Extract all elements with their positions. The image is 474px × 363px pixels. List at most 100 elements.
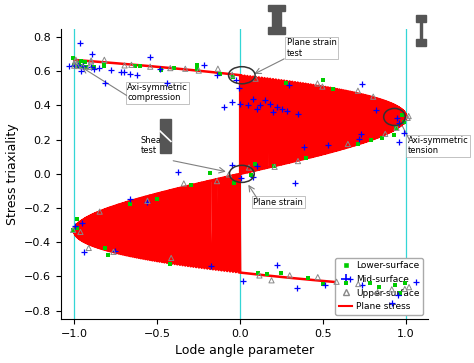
Point	[85, 64, 93, 70]
Point	[166, 262, 173, 268]
Point	[266, 101, 274, 107]
Text: Shear
test: Shear test	[141, 136, 165, 155]
Point	[255, 273, 263, 278]
Point	[282, 81, 290, 86]
Point	[388, 300, 395, 306]
Point	[81, 249, 88, 255]
Point	[333, 279, 340, 285]
Point	[378, 135, 386, 140]
Point	[156, 66, 164, 72]
Point	[82, 60, 89, 65]
Point	[71, 62, 78, 68]
Point	[251, 162, 258, 167]
Point	[77, 229, 84, 235]
Point	[254, 270, 262, 276]
Point	[294, 111, 302, 117]
Point	[72, 63, 80, 69]
Text: Axi-symmetric
compression: Axi-symmetric compression	[128, 83, 188, 102]
Point	[101, 80, 109, 86]
Point	[250, 96, 257, 102]
Point	[273, 262, 281, 268]
Point	[76, 40, 84, 46]
Point	[77, 63, 85, 69]
Point	[117, 69, 124, 74]
Point	[277, 270, 284, 276]
Point	[143, 199, 151, 205]
Y-axis label: Stress triaxiality: Stress triaxiality	[6, 123, 18, 225]
Point	[355, 281, 362, 287]
Point	[91, 64, 98, 70]
Point	[270, 109, 277, 115]
Point	[163, 80, 171, 86]
Legend: Lower-surface, Mid-surface, Upper-surface, Plane stress: Lower-surface, Mid-surface, Upper-surfac…	[335, 258, 423, 315]
Point	[79, 63, 86, 69]
Point	[395, 139, 402, 145]
Point	[404, 115, 411, 121]
Point	[286, 272, 293, 278]
Text: Plane strain: Plane strain	[254, 197, 303, 207]
Point	[232, 77, 239, 83]
Point	[396, 290, 403, 296]
Point	[69, 227, 77, 233]
Point	[127, 201, 134, 207]
Point	[392, 125, 400, 131]
Point	[271, 164, 278, 170]
Point	[225, 172, 233, 178]
Point	[71, 223, 78, 229]
Point	[228, 162, 236, 168]
Point	[144, 198, 151, 204]
Point	[400, 130, 408, 136]
Point	[214, 66, 222, 72]
Point	[245, 103, 252, 109]
Point	[405, 113, 412, 119]
Point	[153, 196, 160, 201]
Point	[87, 58, 95, 64]
Point	[74, 63, 82, 69]
Point	[193, 62, 201, 68]
Point	[382, 131, 389, 137]
Point	[294, 158, 302, 164]
Point	[87, 64, 95, 70]
Point	[166, 65, 174, 71]
Point	[100, 61, 108, 67]
Point	[88, 51, 96, 57]
Point	[261, 97, 269, 103]
Point	[104, 252, 111, 257]
Bar	[160, 119, 171, 153]
Point	[100, 63, 108, 69]
Point	[252, 76, 259, 82]
Bar	[268, 5, 285, 12]
Point	[319, 77, 327, 83]
Bar	[416, 15, 427, 22]
Point	[343, 280, 350, 286]
Point	[270, 163, 278, 169]
Point	[107, 67, 115, 73]
Point	[391, 282, 399, 287]
Point	[367, 138, 374, 143]
Point	[401, 286, 409, 292]
Point	[302, 155, 310, 161]
Point	[72, 58, 79, 64]
Point	[111, 248, 118, 254]
Point	[314, 81, 321, 86]
Point	[85, 245, 92, 251]
Point	[180, 180, 188, 186]
Point	[75, 60, 83, 65]
Point	[206, 170, 214, 176]
Point	[391, 132, 398, 138]
Point	[322, 282, 329, 288]
Point	[96, 209, 103, 215]
Point	[77, 58, 85, 64]
Point	[268, 277, 275, 283]
Point	[292, 180, 299, 185]
Point	[193, 66, 201, 72]
Point	[72, 57, 80, 63]
Point	[228, 99, 236, 105]
Point	[229, 74, 237, 80]
Point	[74, 63, 82, 69]
Point	[65, 64, 73, 69]
Text: Axi-symmetric
tension: Axi-symmetric tension	[408, 136, 468, 155]
Point	[273, 104, 281, 110]
Point	[354, 88, 362, 94]
Point	[70, 56, 77, 61]
